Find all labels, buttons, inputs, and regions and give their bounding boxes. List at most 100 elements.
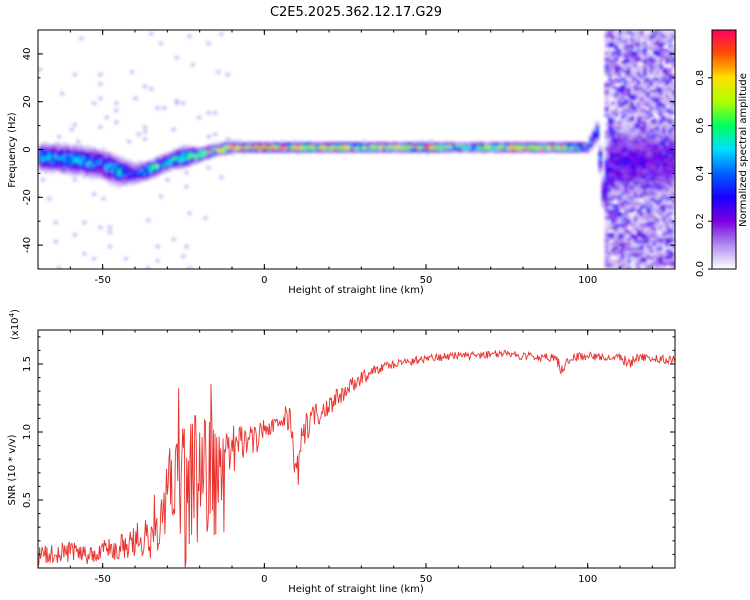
heatmap-cell bbox=[133, 180, 138, 184]
heatmap-cell bbox=[369, 144, 374, 148]
heatmap-cell bbox=[620, 182, 625, 186]
heatmap-cell bbox=[655, 185, 660, 189]
heatmap-cell bbox=[452, 144, 456, 148]
heatmap-cell bbox=[595, 139, 600, 143]
heatmap-cell bbox=[630, 182, 635, 186]
heatmap-cell bbox=[652, 235, 657, 239]
heatmap-cell bbox=[665, 96, 670, 100]
heatmap-cell bbox=[668, 70, 673, 74]
heatmap-cell bbox=[111, 175, 116, 179]
heatmap-cells bbox=[38, 30, 675, 269]
heatmap-cell bbox=[531, 144, 536, 148]
heatmap-cell bbox=[671, 233, 675, 237]
heatmap-cell bbox=[627, 92, 632, 96]
heatmap-cell bbox=[659, 92, 663, 96]
heatmap-cell bbox=[636, 32, 641, 36]
heatmap-cell bbox=[573, 149, 577, 153]
heatmap-cell bbox=[171, 154, 176, 158]
snr-series-line bbox=[38, 349, 675, 568]
heatmap-cell bbox=[496, 144, 501, 148]
heatmap-cell bbox=[608, 225, 612, 229]
heatmap-cell bbox=[639, 185, 644, 189]
heatmap-cell bbox=[229, 144, 233, 148]
heatmap-cell bbox=[292, 147, 297, 151]
heatmap-cell bbox=[397, 144, 402, 148]
heatmap-cell bbox=[614, 211, 619, 215]
heatmap-cell bbox=[665, 147, 670, 151]
heatmap-cell bbox=[617, 139, 622, 143]
heatmap-cell bbox=[133, 163, 138, 167]
heatmap-cell bbox=[337, 142, 342, 146]
heatmap-cell bbox=[47, 159, 52, 163]
heatmap-cell bbox=[82, 173, 87, 177]
heatmap-cell bbox=[624, 41, 628, 45]
x-tick-label: 0 bbox=[261, 275, 267, 286]
heatmap-cell bbox=[604, 73, 609, 77]
heatmap-cell bbox=[630, 123, 635, 127]
heatmap-cell bbox=[652, 206, 657, 210]
heatmap-cell bbox=[655, 171, 660, 174]
heatmap-cell bbox=[655, 178, 660, 182]
heatmap-cell bbox=[636, 142, 641, 146]
heatmap-cell bbox=[646, 111, 651, 115]
heatmap-cell bbox=[598, 144, 603, 148]
heatmap-cell bbox=[95, 166, 100, 170]
heatmap-cell bbox=[624, 87, 628, 91]
heatmap-cell bbox=[611, 56, 616, 60]
heatmap-cell bbox=[655, 144, 660, 148]
heatmap-cell bbox=[665, 135, 670, 139]
heatmap-cell bbox=[53, 156, 58, 160]
heatmap-cell bbox=[44, 142, 49, 146]
heatmap-cell bbox=[155, 159, 160, 163]
heatmap-cell bbox=[423, 149, 428, 153]
heatmap-cell bbox=[624, 154, 628, 158]
heatmap-cell bbox=[620, 180, 625, 184]
heatmap-cell bbox=[76, 159, 81, 163]
heatmap-cell bbox=[617, 163, 622, 167]
heatmap-cell bbox=[665, 34, 670, 38]
heatmap-cell bbox=[646, 185, 651, 189]
heatmap-cell bbox=[165, 156, 170, 160]
heatmap-cell bbox=[659, 87, 663, 91]
heatmap-cell bbox=[66, 171, 71, 174]
heatmap-cell bbox=[98, 73, 103, 77]
heatmap-cell bbox=[617, 147, 622, 151]
heatmap-cell bbox=[611, 237, 616, 241]
heatmap-cell bbox=[273, 147, 278, 151]
heatmap-cell bbox=[643, 123, 647, 127]
heatmap-cell bbox=[617, 254, 622, 258]
heatmap-cell bbox=[104, 173, 109, 177]
heatmap-cell bbox=[506, 142, 510, 146]
heatmap-cell bbox=[668, 235, 673, 239]
heatmap-cell bbox=[614, 132, 619, 136]
heatmap-cell bbox=[614, 111, 619, 115]
heatmap-cell bbox=[643, 194, 647, 198]
heatmap-cell bbox=[662, 149, 667, 153]
heatmap-cell bbox=[633, 108, 638, 112]
heatmap-cell bbox=[146, 168, 151, 172]
heatmap-cell bbox=[429, 149, 434, 153]
heatmap-cell bbox=[620, 254, 625, 258]
heatmap-cell bbox=[662, 175, 667, 179]
heatmap-cell bbox=[620, 266, 625, 269]
heatmap-cell bbox=[82, 154, 87, 158]
heatmap-cell bbox=[98, 82, 103, 86]
heatmap-cell bbox=[646, 197, 651, 201]
heatmap-cell bbox=[614, 58, 619, 62]
heatmap-cell bbox=[136, 180, 141, 184]
heatmap-cell bbox=[662, 56, 667, 60]
heatmap-cell bbox=[617, 104, 622, 108]
heatmap-cell bbox=[639, 154, 644, 158]
heatmap-cell bbox=[79, 166, 84, 170]
heatmap-cell bbox=[417, 147, 421, 151]
heatmap-cell bbox=[627, 216, 632, 220]
heatmap-cell bbox=[639, 58, 644, 62]
heatmap-cell bbox=[643, 99, 647, 103]
heatmap-cell bbox=[139, 178, 144, 182]
heatmap-cell bbox=[41, 156, 45, 160]
heatmap-cell bbox=[614, 266, 619, 269]
heatmap-cell bbox=[104, 159, 109, 163]
heatmap-cell bbox=[620, 192, 625, 196]
heatmap-cell bbox=[624, 32, 628, 36]
heatmap-cell bbox=[114, 161, 119, 165]
